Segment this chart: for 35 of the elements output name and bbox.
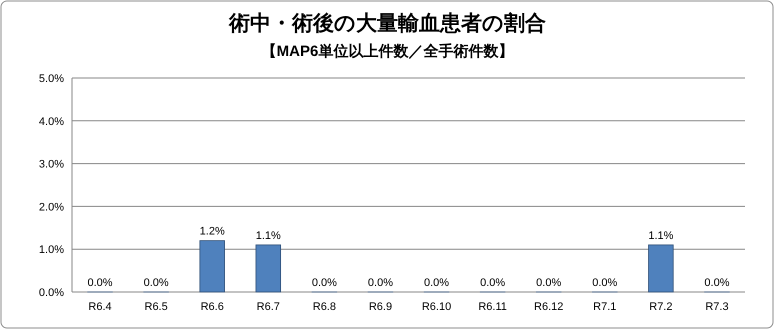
x-tick-label: R7.1 — [593, 301, 616, 313]
data-label: 1.1% — [256, 230, 282, 242]
data-label: 1.2% — [200, 226, 225, 238]
data-label: 0.0% — [424, 277, 450, 289]
x-tick-label: R6.8 — [312, 301, 336, 313]
y-tick-label: 5.0% — [38, 73, 64, 85]
data-label: 0.0% — [144, 277, 169, 289]
y-tick-label: 4.0% — [38, 116, 64, 128]
data-label: 0.0% — [368, 277, 394, 289]
data-label: 1.1% — [648, 230, 674, 242]
x-tick-label: R7.2 — [649, 301, 672, 313]
data-label: 0.0% — [592, 277, 618, 289]
x-tick-label: R6.12 — [534, 301, 564, 313]
x-tick-label: R6.11 — [478, 301, 507, 313]
x-tick-label: R7.3 — [705, 301, 729, 313]
y-tick-label: 0.0% — [38, 287, 64, 299]
chart-title: 術中・術後の大量輸血患者の割合 — [228, 11, 546, 35]
y-tick-label: 1.0% — [38, 244, 64, 256]
x-tick-label: R6.9 — [368, 301, 392, 313]
data-label: 0.0% — [480, 277, 506, 289]
x-tick-label: R6.7 — [256, 301, 280, 313]
chart-subtitle: 【MAP6単位以上件数／全手術件数】 — [262, 43, 514, 60]
x-tick-label: R6.6 — [200, 301, 224, 313]
y-tick-label: 2.0% — [38, 201, 64, 214]
bar — [256, 244, 282, 292]
bar — [199, 240, 225, 292]
y-tick-label: 3.0% — [38, 158, 64, 171]
data-label: 0.0% — [88, 277, 113, 289]
x-tick-label: R6.10 — [422, 301, 452, 313]
x-tick-label: R6.5 — [144, 301, 168, 313]
data-label: 0.0% — [312, 277, 338, 289]
data-label: 0.0% — [536, 277, 562, 289]
bar — [648, 244, 674, 292]
data-label: 0.0% — [704, 277, 730, 289]
x-tick-label: R6.4 — [88, 301, 112, 313]
